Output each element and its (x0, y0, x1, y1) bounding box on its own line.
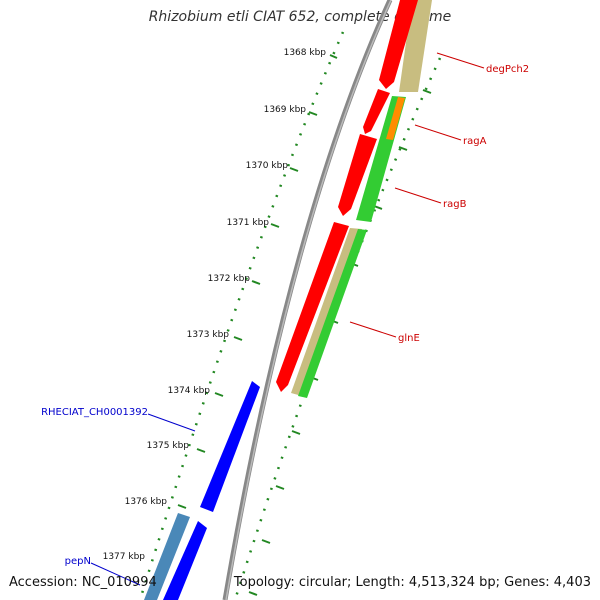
tick-label: 1373 kbp (187, 330, 230, 340)
map-title: Rhizobium etli CIAT 652, complete genome (148, 9, 452, 25)
tick-label: 1368 kbp (284, 48, 327, 58)
leader-lines (90, 52, 485, 586)
orange-feature-raga (386, 97, 405, 140)
cds-arrow-pepn-steel (144, 513, 190, 600)
tan-feature-top (399, 0, 432, 92)
tick-label: 1370 kbp (246, 161, 289, 171)
gene-label-pepn: pepN (65, 556, 91, 567)
cds-arrow-glne (276, 222, 349, 392)
gene-label-rheciat: RHECIAT_CH0001392 (41, 407, 148, 418)
cds-arrow-pepn (163, 521, 207, 600)
green-feature-glne (298, 229, 367, 398)
tick-label: 1372 kbp (208, 274, 251, 284)
gene-labels: degPch2 ragA ragB glnE RHECIAT_CH0001392… (41, 64, 529, 567)
topology-text: Topology: circular; Length: 4,513,324 bp… (233, 575, 591, 590)
gene-label-raga: ragA (463, 136, 487, 147)
cds-arrow-small (363, 89, 390, 134)
genome-backbone (222, 0, 393, 600)
tick-label: 1369 kbp (264, 105, 307, 115)
cds-arrow-ragb (338, 134, 377, 216)
gene-label-degpch2: degPch2 (486, 64, 529, 75)
tick-labels: 1368 kbp 1369 kbp 1370 kbp 1371 kbp 1372… (103, 48, 327, 562)
tick-label: 1374 kbp (168, 386, 211, 396)
tick-label: 1377 kbp (103, 552, 146, 562)
tick-label: 1375 kbp (147, 441, 190, 451)
cds-arrow-degpch2 (379, 0, 418, 89)
cds-arrow-rheciat (200, 381, 260, 512)
tick-label: 1371 kbp (227, 218, 270, 228)
gene-label-ragb: ragB (443, 199, 467, 210)
accession-text: Accession: NC_010994 (9, 575, 157, 590)
tick-label: 1376 kbp (125, 497, 168, 507)
gene-label-glne: glnE (398, 333, 420, 344)
inner-scale-line (138, 31, 345, 600)
